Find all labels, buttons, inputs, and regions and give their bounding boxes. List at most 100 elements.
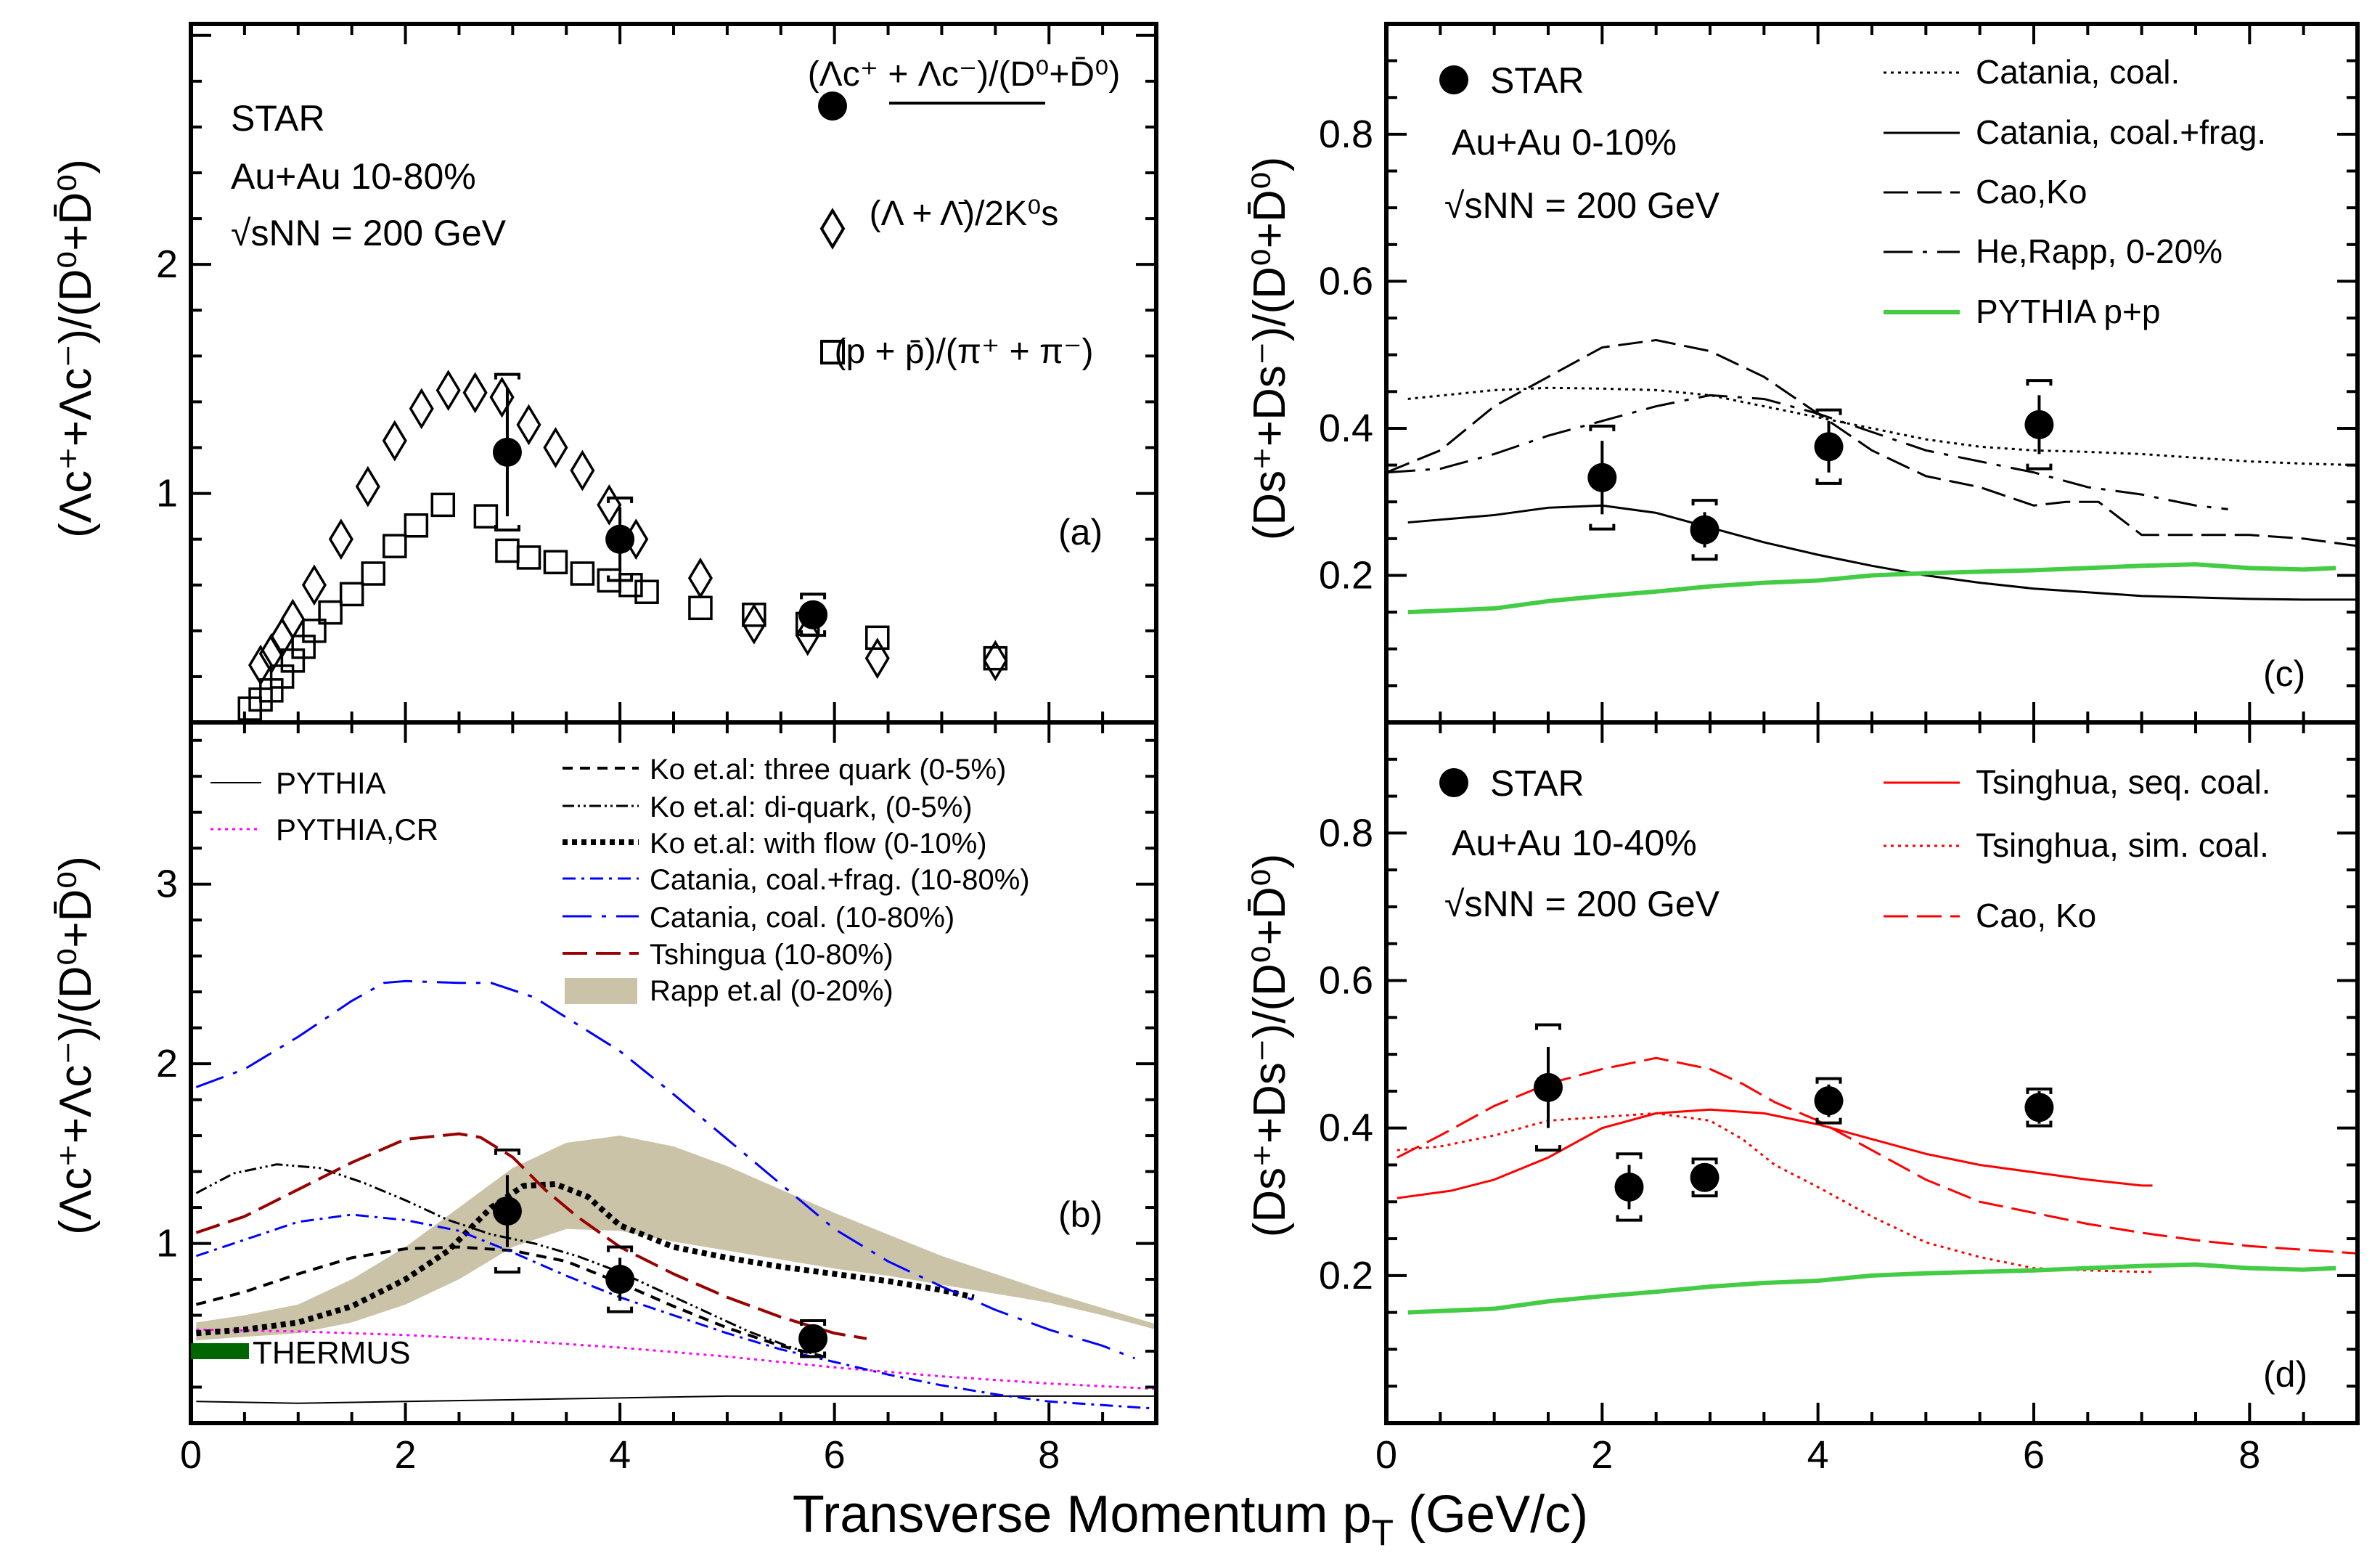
panel-c-system: Au+Au 0-10%	[1452, 122, 1677, 163]
legend-label-ko-diquark: Ko et.al: di-quark, (0-5%)	[650, 791, 973, 823]
band-rapp	[196, 1136, 1156, 1341]
x-tick-label: 4	[609, 1433, 631, 1477]
y-tick-label: 0.8	[1319, 113, 1373, 156]
diamond-marker	[301, 564, 327, 606]
panel-a-frame	[189, 22, 1158, 725]
legend-label-pythia-pp-c: PYTHIA p+p	[1976, 293, 2160, 330]
curve-b-4	[196, 1181, 975, 1337]
curve-b-2	[195, 1245, 825, 1358]
panel-d: 0 2 4 6 80.20.40.60.8 (d) STAR Au+Au 10-40% …	[1319, 720, 2360, 1477]
panel-a-experiment: STAR	[231, 98, 325, 139]
panel-d-system: Au+Au 10-40%	[1452, 823, 1697, 863]
sys-bracket-top	[494, 1148, 520, 1155]
star-data-point	[798, 1324, 828, 1353]
panel-c: 0.2 0.4 0.6 0.8 (c) STAR Au+Au 0-10% √sNN =…	[1319, 22, 2360, 725]
square-marker	[495, 538, 520, 563]
y-tick-label: 0.4	[1319, 1106, 1373, 1150]
curve-b-3	[195, 1163, 825, 1358]
sys-bracket-bottom	[494, 525, 520, 532]
legend-label-catania-cf-c: Catania, coal.+frag.	[1976, 113, 2266, 151]
y-tick-label: 1	[156, 1222, 178, 1265]
square-marker	[302, 619, 327, 643]
sys-bracket-top	[800, 1319, 827, 1326]
panel-d-tag: (d)	[2263, 1354, 2307, 1395]
panel-c-energy: √sNN = 200 GeV	[1444, 185, 1720, 226]
x-tick-label: 2	[395, 1433, 417, 1477]
x-tick-label: 0	[1375, 1433, 1397, 1477]
curve-b-6	[195, 979, 1135, 1360]
x-axis-title-unit: (GeV/c)	[1394, 1485, 1588, 1544]
x-tick-label: 2	[1591, 1433, 1613, 1477]
y-tick-label: 0.2	[1319, 553, 1373, 597]
star-data-point	[2024, 1093, 2054, 1122]
panel-a-legend: (Λc⁺ + Λc⁻)/(D⁰+D̄⁰) (Λ + Λ̄)/2K⁰s (p + …	[808, 55, 1121, 371]
legend-label-tsinghua-seq: Tsinghua, seq. coal.	[1976, 763, 2271, 801]
curve-c-2	[1386, 338, 2358, 547]
legend-label-catania-cf: Catania, coal.+frag. (10-80%)	[650, 864, 1030, 896]
panel-c-experiment: STAR	[1490, 60, 1584, 101]
panel-d-legend: Tsinghua, seq. coal. Tsinghua, sim. coal…	[1884, 763, 2271, 934]
square-marker	[404, 513, 429, 538]
legend-label-pythia: PYTHIA	[276, 766, 386, 800]
panel-c-ticks: 0.2 0.4 0.6 0.8	[1319, 24, 2359, 722]
sys-bracket-bottom	[800, 630, 827, 637]
sys-bracket-top	[607, 1245, 634, 1252]
x-axis-title-sub: T	[1372, 1512, 1394, 1553]
panel-a-ticks: 12	[156, 24, 1158, 722]
diamond-marker	[597, 484, 622, 526]
sys-bracket-top	[1691, 499, 1718, 506]
panel-c-ylabel: (Ds⁺+Ds⁻)/(D⁰+D̄⁰)	[1245, 157, 1295, 540]
square-marker	[361, 561, 385, 586]
sys-bracket-bottom	[1589, 523, 1616, 531]
square-marker	[634, 579, 659, 604]
panel-a: 12 (a) STAR Au+Au 10-80% √sNN = 200 GeV …	[156, 22, 1158, 725]
panel-a-energy: √sNN = 200 GeV	[231, 213, 507, 253]
sys-bracket-bottom	[1691, 1191, 1718, 1198]
thermus-label: THERMUS	[253, 1335, 411, 1371]
legend-marker-star	[818, 91, 847, 121]
legend-swatch-rapp	[565, 978, 637, 1004]
square-marker	[339, 582, 364, 607]
diamond-marker	[382, 420, 407, 462]
diamond-marker	[516, 404, 541, 446]
sys-bracket-top	[1815, 408, 1842, 415]
diamond-marker	[864, 637, 890, 680]
y-tick-label: 0.6	[1319, 959, 1373, 1003]
legend-marker-square	[820, 340, 845, 364]
x-tick-label: 8	[1038, 1433, 1060, 1477]
sys-bracket-top	[494, 372, 520, 380]
panel-b: 0 2 4 6 8 1 2 3 (b) THERMUS PYTHIA PYTHIA,CR Ko…	[156, 720, 1158, 1477]
square-marker	[618, 573, 643, 598]
curve-c-1	[1407, 504, 2357, 601]
curve-b-0	[196, 1395, 1156, 1404]
panel-b-legend: PYTHIA PYTHIA,CR Ko et.al: three quark (…	[210, 754, 1030, 1007]
panel-c-tag: (c)	[2263, 653, 2305, 694]
square-marker	[516, 545, 541, 570]
sys-bracket-bottom	[1691, 554, 1718, 561]
panel-a-tag: (a)	[1058, 512, 1103, 553]
y-tick-label: 3	[156, 863, 178, 906]
sys-bracket-bottom	[2026, 463, 2053, 470]
legend-label-caoko-d: Cao, Ko	[1976, 897, 2096, 934]
star-data-point	[1814, 1086, 1844, 1116]
sys-bracket-bottom	[2026, 1120, 2053, 1128]
legend-label-rapp: Rapp et.al (0-20%)	[650, 975, 893, 1007]
diamond-marker	[409, 388, 434, 430]
sys-bracket-bottom	[1535, 1145, 1561, 1152]
legend-label-catania-coal: Catania, coal.	[1976, 53, 2180, 91]
legend-label-caoko-c: Cao,Ko	[1976, 173, 2087, 211]
diamond-marker	[462, 372, 488, 414]
y-tick-label: 2	[156, 1042, 178, 1085]
panel-a-ylabel: (Λc⁺+Λc⁻)/(D⁰+D̄⁰)	[51, 159, 101, 538]
square-marker	[383, 534, 407, 558]
curve-d-1	[1396, 1112, 2153, 1273]
star-data-point	[605, 1265, 635, 1295]
panel-b-plot	[195, 979, 1157, 1410]
diamond-marker	[983, 640, 1008, 682]
y-tick-label: 1	[156, 472, 178, 515]
star-data-point	[2024, 409, 2054, 439]
diamond-marker	[355, 465, 380, 508]
legend-label-herapp: He,Rapp, 0-20%	[1976, 232, 2222, 270]
sys-bracket-bottom	[1815, 1117, 1842, 1125]
sys-bracket-top	[2026, 379, 2053, 386]
